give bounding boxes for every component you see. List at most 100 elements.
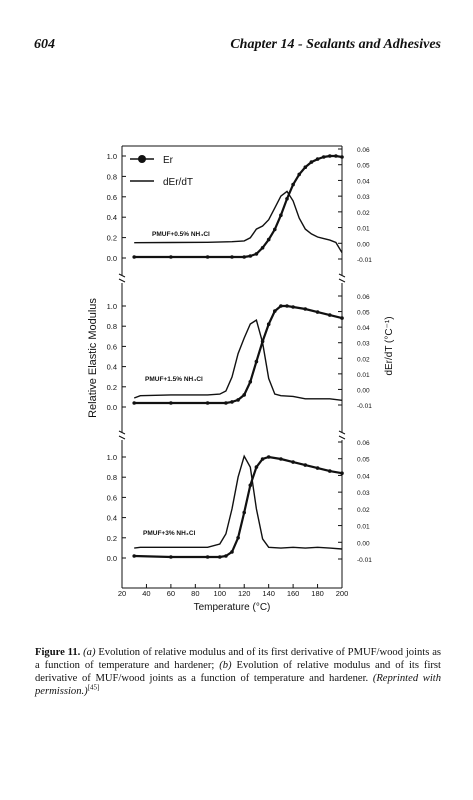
er-data-point [218, 555, 222, 559]
er-data-point [266, 322, 271, 327]
er-data-point [254, 465, 259, 469]
er-data-point [285, 197, 289, 201]
left-tick-label: 0.4 [107, 363, 117, 372]
er-data-point [303, 463, 308, 467]
der-series-line [134, 454, 343, 550]
left-tick-label: 0.6 [107, 342, 117, 351]
er-data-point [230, 400, 234, 404]
er-data-point [242, 393, 246, 397]
er-data-point [169, 555, 173, 559]
right-tick-label: 0.05 [357, 310, 370, 317]
left-tick-label: 0.0 [107, 554, 117, 563]
axes-layer: 0.0 0.2 0.4 0.6 0.8 1.0 -0.01 0.00 0.01 0.02 0.03 0… [107, 145, 372, 598]
er-data-point [291, 460, 295, 464]
x-tick-label: 200 [336, 589, 349, 598]
er-data-point [273, 309, 277, 313]
er-data-point [279, 304, 283, 308]
right-tick-label: 0.02 [357, 210, 370, 217]
er-data-point [321, 155, 326, 159]
axis-break-mark [338, 430, 346, 435]
right-tick-label: 0.04 [357, 325, 370, 332]
er-data-point [315, 310, 320, 314]
axis-break-mark [118, 278, 126, 283]
running-head: Chapter 14 - Sealants and Adhesives [230, 37, 441, 52]
panel-annotation: PMUF+1.5% NH₄Cl [145, 376, 203, 383]
legend-er-label: Er [163, 155, 174, 166]
left-axis-label: Relative Elastic Modulus [87, 298, 99, 418]
right-tick-label: 0.06 [357, 440, 370, 447]
axis-break-mark [118, 435, 126, 440]
x-tick-label: 20 [118, 589, 126, 598]
left-tick-label: 0.4 [107, 213, 117, 222]
caption-part-b-marker: (b) [219, 660, 232, 671]
axis-break-mark [118, 273, 126, 278]
right-tick-label: 0.01 [357, 524, 370, 531]
x-tick-label: 60 [167, 589, 175, 598]
er-data-point [242, 510, 246, 515]
er-data-point [328, 469, 332, 473]
er-data-point [224, 554, 228, 558]
axis-break-mark [118, 430, 126, 435]
right-tick-label: 0.01 [357, 226, 370, 233]
left-tick-label: 1.0 [107, 152, 117, 161]
er-data-point [169, 255, 173, 259]
er-data-point [224, 401, 228, 405]
er-data-point [236, 536, 240, 540]
axis-break-mark [338, 278, 346, 283]
er-data-point [303, 307, 308, 311]
left-tick-label: 0.4 [107, 514, 117, 523]
caption-part-b-text: Evolution of relative modulus and of its… [35, 660, 441, 684]
er-data-point [279, 457, 283, 461]
er-data-point [205, 255, 210, 259]
er-data-point [205, 401, 210, 405]
right-axis-label: dEr/dT (°C⁻¹) [384, 316, 395, 375]
er-data-point [315, 157, 320, 161]
x-tick-label: 120 [238, 589, 251, 598]
er-data-point [132, 255, 136, 259]
right-tick-label: 0.04 [357, 178, 370, 185]
caption-label: Figure 11. [35, 647, 81, 658]
er-data-point [340, 155, 344, 159]
x-tick-label: 140 [262, 589, 275, 598]
right-tick-label: 0.02 [357, 507, 370, 514]
er-data-point [260, 457, 265, 461]
left-tick-label: 0.6 [107, 493, 117, 502]
caption-part-a-marker: (a) [83, 647, 96, 658]
er-data-point [132, 554, 136, 558]
er-data-point [248, 483, 253, 488]
right-tick-label: 0.06 [357, 294, 370, 301]
figure-11-chart: 0.0 0.2 0.4 0.6 0.8 1.0 -0.01 0.00 0.01 0.02 0.03 0… [87, 145, 395, 613]
left-tick-label: 0.2 [107, 383, 117, 392]
right-tick-label: 0.02 [357, 356, 370, 363]
x-tick-label: 100 [214, 589, 227, 598]
left-tick-label: 1.0 [107, 453, 117, 462]
x-tick-label: 80 [191, 589, 199, 598]
er-data-point [303, 165, 308, 169]
right-tick-label: 0.05 [357, 163, 370, 170]
er-data-point [236, 398, 240, 402]
legend-er-marker [138, 155, 146, 163]
er-data-point [242, 255, 246, 259]
left-tick-label: 0.8 [107, 473, 117, 482]
right-tick-label: 0.00 [357, 387, 370, 394]
left-tick-label: 1.0 [107, 302, 117, 311]
er-data-point [169, 401, 173, 405]
panel-annotation: PMUF+3% NH₄Cl [143, 530, 196, 537]
curves-layer: PMUF+0.5% NH₄Cl PMUF+1.5% NH₄Cl PMUF+3% NH… [132, 154, 344, 559]
left-tick-label: 0.8 [107, 172, 117, 181]
er-data-point [248, 254, 253, 258]
er-data-point [291, 182, 295, 187]
left-tick-label: 0.8 [107, 322, 117, 331]
caption-part-a-text: Evolution of relative modulus and of its… [35, 647, 442, 671]
er-data-point [315, 466, 320, 470]
figure-caption: Figure 11. (a) Evolution of relative mod… [35, 646, 441, 698]
right-tick-label: 0.06 [357, 147, 370, 154]
right-tick-label: 0.01 [357, 372, 370, 379]
left-tick-label: 0.6 [107, 193, 117, 202]
er-data-point [254, 252, 259, 256]
x-tick-label: 40 [142, 589, 150, 598]
der-series-line [134, 190, 343, 254]
er-data-point [273, 227, 277, 232]
right-tick-label: 0.04 [357, 473, 370, 480]
er-data-point [291, 305, 295, 309]
